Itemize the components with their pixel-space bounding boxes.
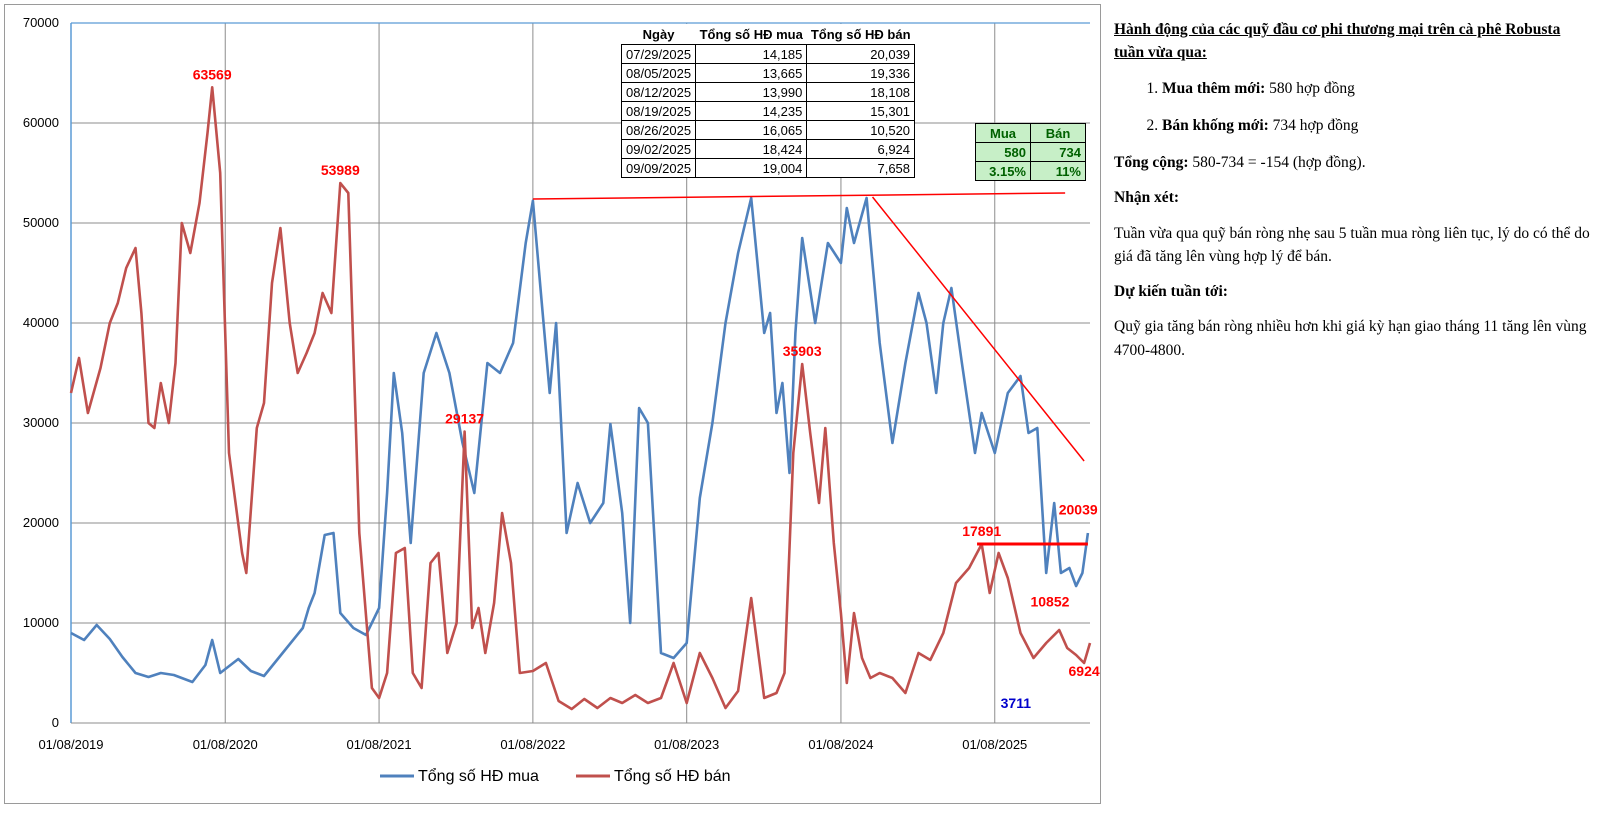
y-tick-label: 0 xyxy=(52,715,59,730)
table-cell-buy: 14,235 xyxy=(695,101,808,121)
table-cell-buy: 18,424 xyxy=(695,139,808,159)
data-label: 6924 xyxy=(1069,663,1100,679)
data-label: 63569 xyxy=(193,66,232,82)
table-row: 09/09/2025 19,004 7,658 xyxy=(620,158,916,178)
commentary-list: Mua thêm mới: 580 hợp đồng Bán khống mới… xyxy=(1114,77,1592,138)
commentary-panel: Hành động của các quỹ đầu cơ phi thương … xyxy=(1114,18,1592,374)
flow-header-sell: Bán xyxy=(1030,123,1086,143)
table-row: 08/19/2025 14,235 15,301 xyxy=(620,101,916,121)
table-cell-sell: 7,658 xyxy=(806,158,916,178)
table-cell-date: 08/12/2025 xyxy=(620,82,697,102)
table-row: 09/02/2025 18,424 6,924 xyxy=(620,139,916,159)
list-item: Mua thêm mới: 580 hợp đồng xyxy=(1162,77,1592,100)
table-cell-buy: 14,185 xyxy=(695,44,808,64)
x-tick-label: 01/08/2021 xyxy=(347,737,412,752)
series-line-sell xyxy=(69,86,1092,711)
series-line-buy xyxy=(70,196,1090,684)
flow-row: 580 734 xyxy=(975,142,1086,162)
remark-heading: Nhận xét: xyxy=(1114,189,1180,207)
total-text: 580-734 = -154 (hợp đồng). xyxy=(1188,154,1366,171)
commentary-heading: Hành động của các quỹ đầu cơ phi thương … xyxy=(1114,21,1561,62)
data-label: 35903 xyxy=(783,343,822,359)
table-cell-buy: 13,990 xyxy=(695,82,808,102)
list-item-label: Bán khống mới: xyxy=(1162,116,1269,134)
list-item-text: 734 hợp đồng xyxy=(1268,116,1359,134)
total-label: Tổng cộng: xyxy=(1114,154,1189,171)
y-tick-label: 30000 xyxy=(23,415,59,430)
y-tick-label: 20000 xyxy=(23,515,59,530)
x-tick-label: 01/08/2022 xyxy=(500,737,565,752)
forecast-text: Quỹ gia tăng bán ròng nhiều hơn khi giá … xyxy=(1114,318,1587,359)
data-label: 10852 xyxy=(1030,593,1069,609)
list-item-text: 580 hợp đồng xyxy=(1265,79,1355,97)
x-tick-label: 01/08/2025 xyxy=(962,737,1027,752)
table-cell-date: 08/26/2025 xyxy=(620,120,697,140)
table-cell-date: 08/05/2025 xyxy=(620,63,697,83)
list-item-label: Mua thêm mới: xyxy=(1162,79,1266,97)
flow-row: 3.15% 11% xyxy=(975,161,1086,181)
table-cell-sell: 6,924 xyxy=(806,139,916,159)
forecast-heading: Dự kiến tuần tới: xyxy=(1114,283,1228,300)
remark-text: Tuần vừa qua quỹ bán ròng nhẹ sau 5 tuần… xyxy=(1114,224,1590,265)
table-row: 08/12/2025 13,990 18,108 xyxy=(620,82,916,102)
y-tick-label: 60000 xyxy=(23,115,59,130)
flow-header-row: Mua Bán xyxy=(975,123,1086,143)
y-tick-label: 50000 xyxy=(23,215,59,230)
flow-cell-sell-pct: 11% xyxy=(1030,161,1086,181)
data-label: 3711 xyxy=(1001,695,1032,711)
list-item: Bán khống mới: 734 hợp đồng xyxy=(1162,114,1592,137)
weekly-positions-table: Ngày Tổng số HĐ mua Tổng số HĐ bán 07/29… xyxy=(620,24,916,178)
table-cell-buy: 19,004 xyxy=(695,158,808,178)
table-row: 08/26/2025 16,065 10,520 xyxy=(620,120,916,140)
flow-cell-buy-pct: 3.15% xyxy=(975,161,1031,181)
x-tick-label: 01/08/2020 xyxy=(193,737,258,752)
flow-cell-sell: 734 xyxy=(1030,142,1086,162)
table-header-sell: Tổng số HĐ bán xyxy=(810,26,911,42)
table-cell-sell: 20,039 xyxy=(806,44,916,64)
table-header-row: Ngày Tổng số HĐ mua Tổng số HĐ bán xyxy=(621,24,915,45)
y-tick-label: 10000 xyxy=(23,615,59,630)
data-label: 29137 xyxy=(445,411,484,427)
data-label: 53989 xyxy=(321,162,360,178)
x-tick-label: 01/08/2024 xyxy=(808,737,873,752)
table-cell-buy: 16,065 xyxy=(695,120,808,140)
data-label: 20039 xyxy=(1059,502,1098,518)
table-row: 07/29/2025 14,185 20,039 xyxy=(620,44,916,64)
table-cell-sell: 19,336 xyxy=(806,63,916,83)
table-cell-sell: 15,301 xyxy=(806,101,916,121)
flow-header-buy: Mua xyxy=(975,123,1031,143)
y-tick-label: 40000 xyxy=(23,315,59,330)
legend-label-buy: Tổng số HĐ mua xyxy=(418,767,539,785)
x-tick-label: 01/08/2019 xyxy=(38,737,103,752)
table-cell-date: 08/19/2025 xyxy=(620,101,697,121)
table-cell-sell: 18,108 xyxy=(806,82,916,102)
trend-line xyxy=(532,192,1066,200)
weekly-flow-table: Mua Bán 580 734 3.15% 11% xyxy=(975,123,1086,181)
flow-cell-buy: 580 xyxy=(975,142,1031,162)
line-chart: 0 10000 20000 30000 40000 50000 60000 70000 01/0… xyxy=(23,15,1100,785)
table-row: 08/05/2025 13,665 19,336 xyxy=(620,63,916,83)
data-label: 17891 xyxy=(962,523,1001,539)
table-cell-date: 07/29/2025 xyxy=(620,44,697,64)
total-line: Tổng cộng: 580-734 = -154 (hợp đồng). xyxy=(1114,151,1592,174)
table-header-date: Ngày xyxy=(642,26,675,42)
trend-line xyxy=(871,196,1085,462)
x-tick-label: 01/08/2023 xyxy=(654,737,719,752)
table-cell-sell: 10,520 xyxy=(806,120,916,140)
table-cell-buy: 13,665 xyxy=(695,63,808,83)
legend-label-sell: Tổng số HĐ bán xyxy=(614,767,731,785)
table-cell-date: 09/09/2025 xyxy=(620,158,697,178)
table-header-buy: Tổng số HĐ mua xyxy=(699,26,803,42)
table-cell-date: 09/02/2025 xyxy=(620,139,697,159)
y-tick-label: 70000 xyxy=(23,15,59,30)
chart-frame xyxy=(4,4,1101,804)
